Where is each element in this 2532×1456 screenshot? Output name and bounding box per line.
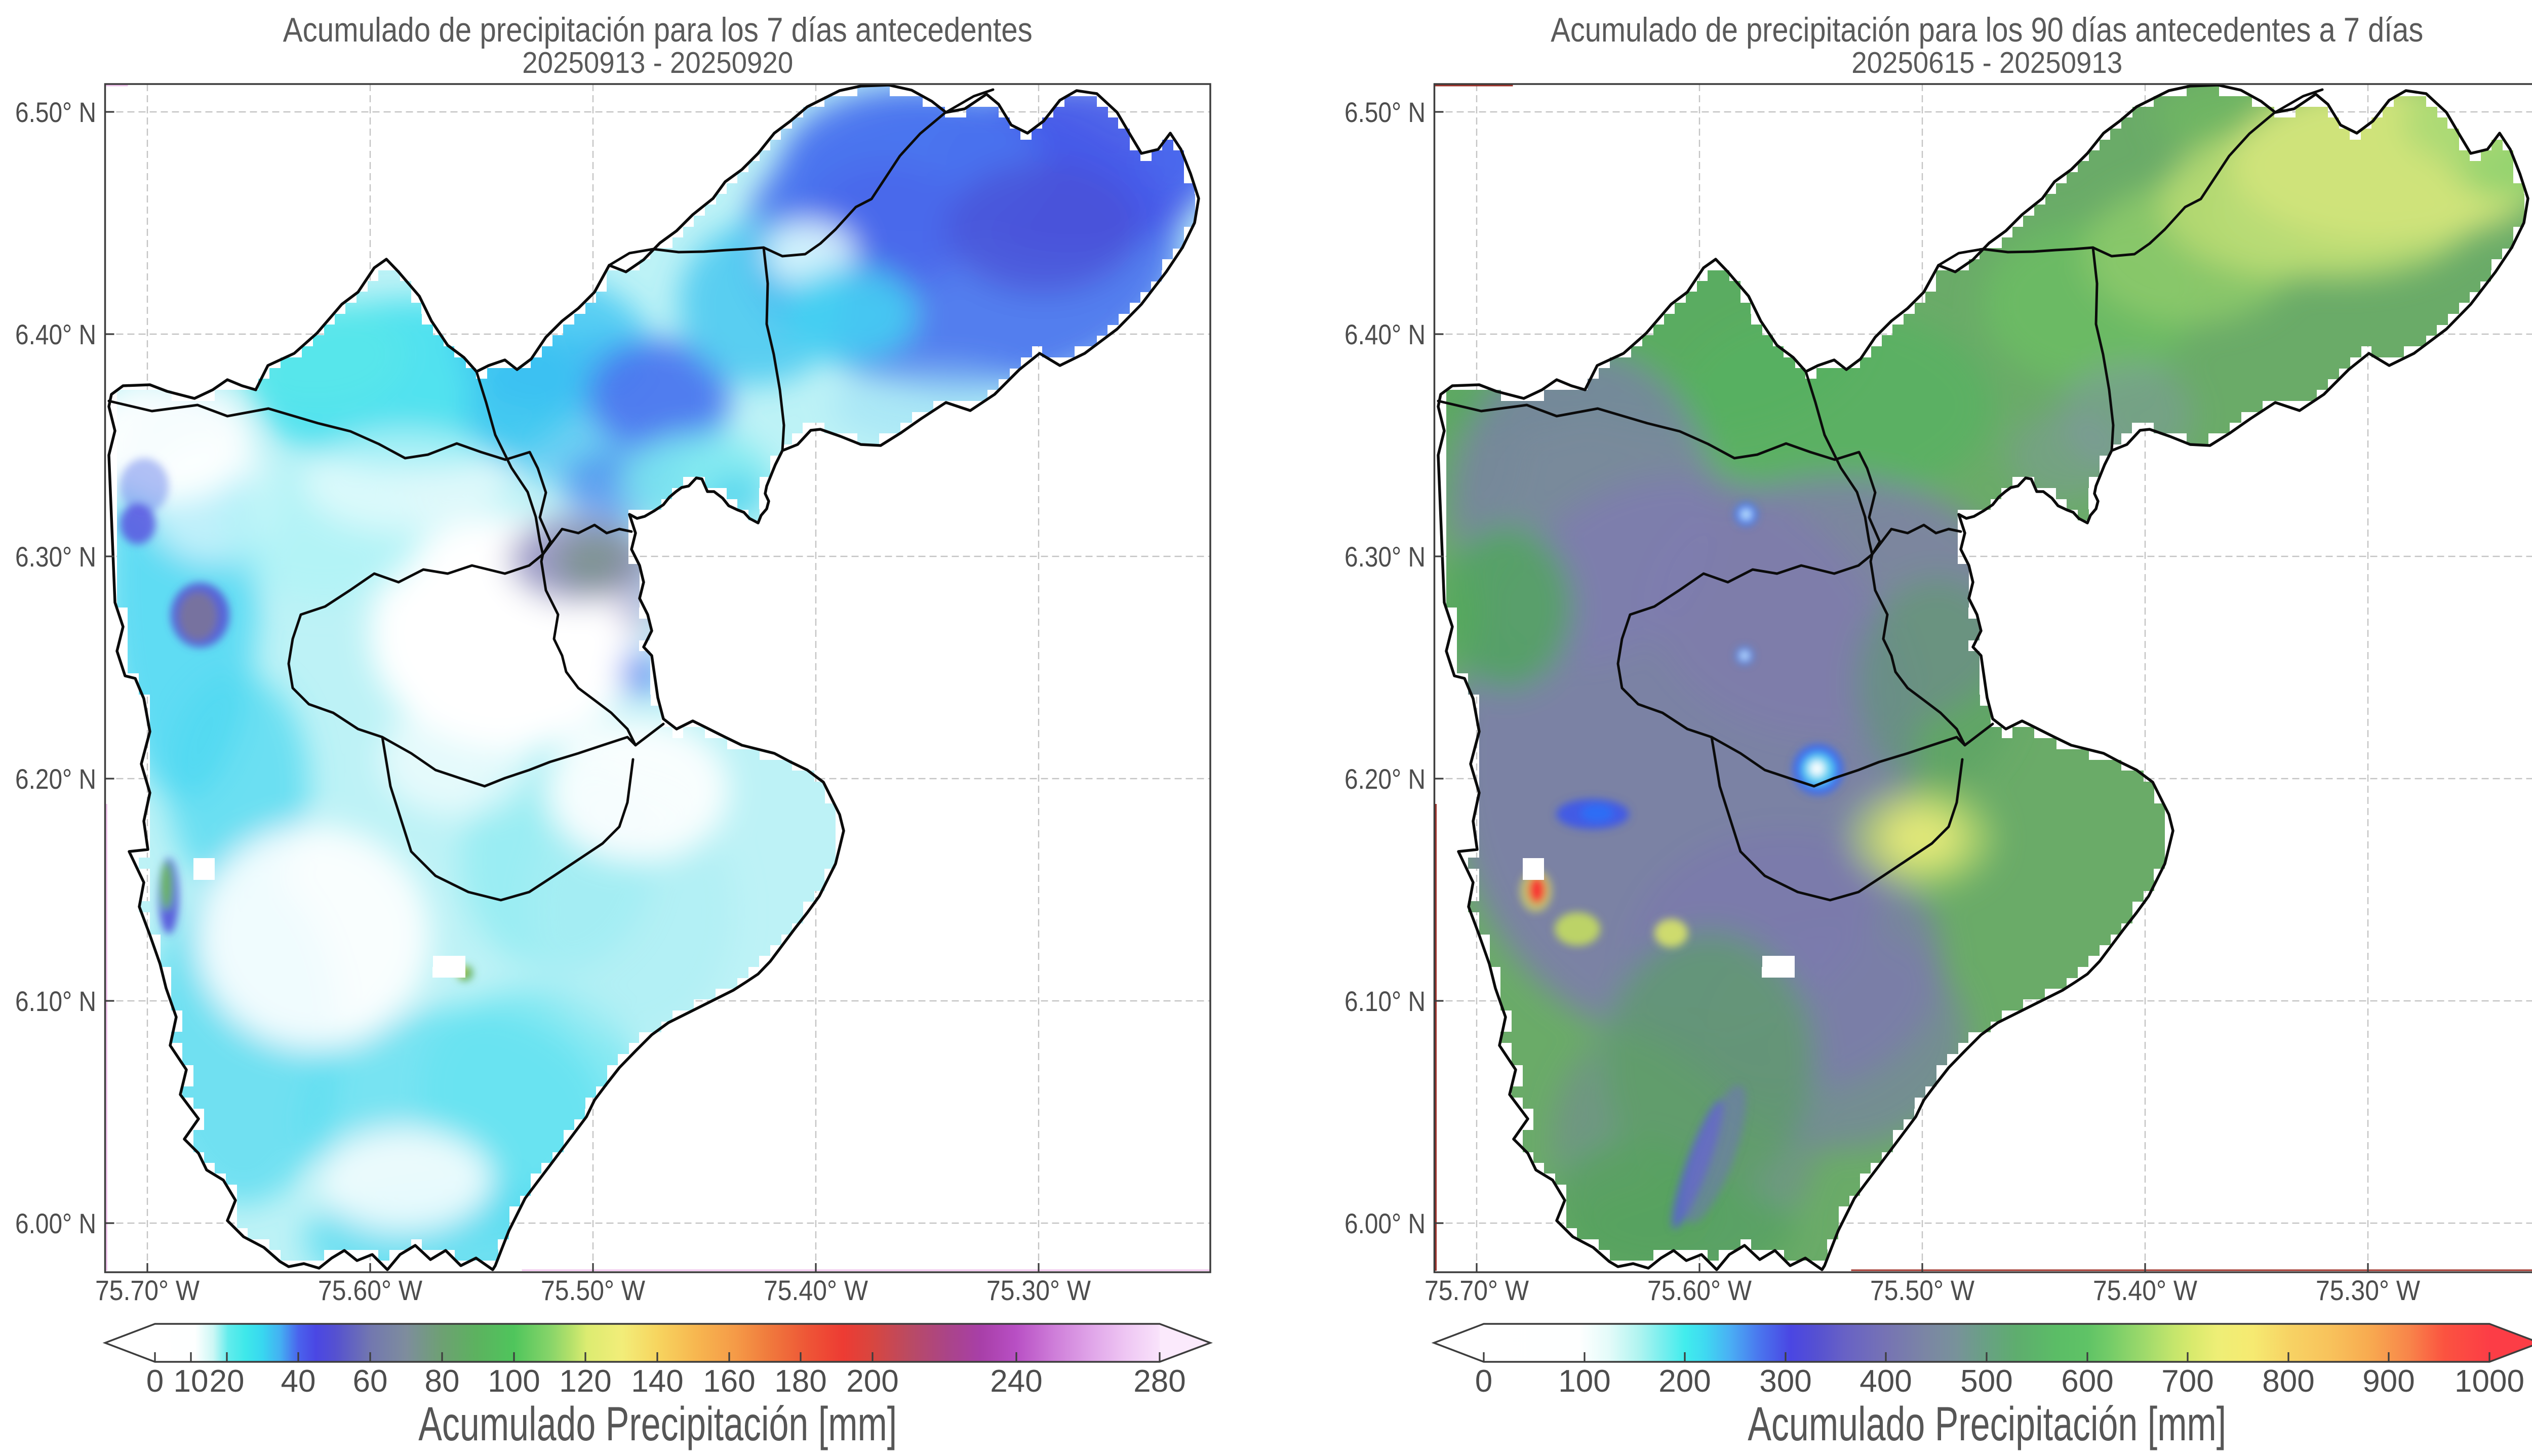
svg-text:200: 200 bbox=[846, 1364, 898, 1399]
svg-text:300: 300 bbox=[1759, 1364, 1811, 1399]
svg-text:6.50° N: 6.50° N bbox=[15, 96, 96, 128]
svg-text:75.40° W: 75.40° W bbox=[2093, 1274, 2197, 1306]
svg-text:75.50° W: 75.50° W bbox=[1870, 1274, 1974, 1306]
svg-text:75.70° W: 75.70° W bbox=[95, 1274, 200, 1306]
svg-text:100: 100 bbox=[1558, 1364, 1610, 1399]
svg-text:75.30° W: 75.30° W bbox=[986, 1274, 1091, 1306]
svg-text:Acumulado Precipitación [mm]: Acumulado Precipitación [mm] bbox=[418, 1397, 897, 1451]
svg-text:6.40° N: 6.40° N bbox=[15, 318, 96, 350]
svg-text:0: 0 bbox=[1475, 1364, 1492, 1399]
svg-text:Acumulado de precipitación par: Acumulado de precipitación para los 7 dí… bbox=[283, 11, 1033, 49]
svg-text:1000: 1000 bbox=[2455, 1364, 2524, 1399]
svg-text:6.30° N: 6.30° N bbox=[1344, 541, 1426, 573]
svg-text:60: 60 bbox=[353, 1364, 388, 1399]
svg-text:100: 100 bbox=[488, 1364, 540, 1399]
svg-text:10: 10 bbox=[174, 1364, 209, 1399]
svg-text:6.50° N: 6.50° N bbox=[1344, 96, 1426, 128]
svg-text:500: 500 bbox=[1960, 1364, 2012, 1399]
svg-text:20250615 - 20250913: 20250615 - 20250913 bbox=[1851, 46, 2122, 79]
svg-text:6.00° N: 6.00° N bbox=[15, 1207, 96, 1239]
svg-text:200: 200 bbox=[1658, 1364, 1711, 1399]
svg-text:900: 900 bbox=[2362, 1364, 2415, 1399]
svg-text:6.10° N: 6.10° N bbox=[1344, 985, 1426, 1017]
svg-text:6.20° N: 6.20° N bbox=[1344, 763, 1426, 795]
svg-text:75.70° W: 75.70° W bbox=[1425, 1274, 1529, 1306]
svg-text:6.30° N: 6.30° N bbox=[15, 541, 96, 573]
svg-text:140: 140 bbox=[631, 1364, 683, 1399]
svg-text:800: 800 bbox=[2262, 1364, 2314, 1399]
svg-text:160: 160 bbox=[703, 1364, 755, 1399]
svg-text:75.40° W: 75.40° W bbox=[764, 1274, 868, 1306]
svg-text:6.20° N: 6.20° N bbox=[15, 763, 96, 795]
svg-text:80: 80 bbox=[425, 1364, 460, 1399]
svg-text:6.40° N: 6.40° N bbox=[1344, 318, 1426, 350]
svg-text:0: 0 bbox=[146, 1364, 164, 1399]
svg-text:75.30° W: 75.30° W bbox=[2316, 1274, 2420, 1306]
svg-text:120: 120 bbox=[559, 1364, 611, 1399]
svg-text:400: 400 bbox=[1860, 1364, 1912, 1399]
svg-text:6.10° N: 6.10° N bbox=[15, 985, 96, 1017]
svg-text:240: 240 bbox=[990, 1364, 1042, 1399]
svg-text:600: 600 bbox=[2061, 1364, 2113, 1399]
svg-text:6.00° N: 6.00° N bbox=[1344, 1207, 1426, 1239]
svg-text:20: 20 bbox=[210, 1364, 245, 1399]
svg-text:75.50° W: 75.50° W bbox=[541, 1274, 645, 1306]
svg-text:700: 700 bbox=[2161, 1364, 2213, 1399]
svg-text:Acumulado de precipitación par: Acumulado de precipitación para los 90 d… bbox=[1551, 11, 2423, 49]
svg-text:75.60° W: 75.60° W bbox=[1647, 1274, 1752, 1306]
svg-text:180: 180 bbox=[774, 1364, 826, 1399]
svg-text:280: 280 bbox=[1133, 1364, 1185, 1399]
svg-text:20250913 - 20250920: 20250913 - 20250920 bbox=[522, 46, 793, 79]
svg-text:75.60° W: 75.60° W bbox=[318, 1274, 422, 1306]
svg-text:Acumulado Precipitación [mm]: Acumulado Precipitación [mm] bbox=[1748, 1397, 2226, 1451]
svg-text:40: 40 bbox=[281, 1364, 316, 1399]
